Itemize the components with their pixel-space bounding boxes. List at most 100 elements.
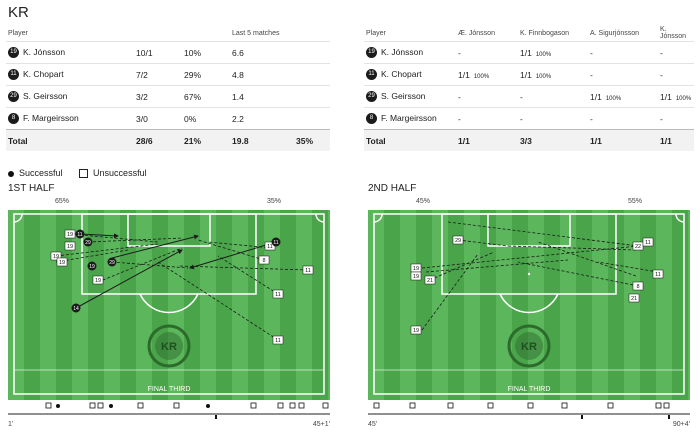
player-stats-table: Player Last 5 matches 19 K. Jónsson 10/1 … [6, 25, 330, 151]
shirt-number-badge: 11 [366, 69, 377, 81]
table-row[interactable]: 29 S. Geirsson 3/2 67% 1.4 [6, 85, 330, 108]
svg-text:11: 11 [275, 338, 281, 344]
table-row[interactable]: 11 K. Chopart 7/2 29% 4.8 [6, 63, 330, 86]
unsuccessful-pass-marker[interactable]: 11 [272, 289, 284, 299]
timeline-end: 45+1' [313, 421, 330, 428]
col-header-opponent-2: K. Finnbogason [520, 29, 570, 37]
successful-pass-marker[interactable]: 29 [107, 257, 117, 267]
timeline-2nd-half: 45' 90+4' [368, 402, 690, 428]
unsuccessful-pass-marker[interactable]: 19 [410, 271, 422, 281]
half2-title: 2ND HALF [368, 183, 417, 194]
player-cell: 29 S. Geirsson [6, 85, 134, 108]
successful-pass-marker[interactable]: 11 [271, 237, 281, 247]
shirt-number-badge: 8 [366, 113, 377, 125]
timeline-start: 45' [368, 421, 377, 428]
player-cell: 19 K. Jónsson [364, 41, 456, 64]
timeline-start: 1' [8, 421, 13, 428]
col-header-opponent-1: Æ. Jónsson [458, 29, 495, 37]
ratio-cell: 7/2 [134, 63, 182, 86]
player-name: K. Jónsson [23, 46, 66, 57]
svg-text:19: 19 [59, 260, 65, 266]
pct-cell: 0% [182, 107, 230, 130]
half1-title: 1ST HALF [8, 183, 55, 194]
unsuccessful-pass-marker[interactable]: 19 [64, 241, 76, 251]
table-row[interactable]: 29 S. Geirsson - - 1/1 100% 1/1 100% [364, 85, 694, 108]
col-header-player: Player [366, 29, 386, 37]
svg-text:22: 22 [635, 244, 641, 250]
table-header-row: Player Last 5 matches [6, 25, 330, 42]
unsuccessful-pass-marker[interactable]: 22 [632, 241, 644, 251]
unsuccessful-pass-marker[interactable]: 19 [410, 325, 422, 335]
club-logo [507, 324, 551, 368]
svg-text:29: 29 [455, 238, 461, 244]
total-pct: 21% [182, 129, 230, 151]
unsuccessful-pass-marker[interactable]: 8 [632, 281, 644, 291]
unsuccessful-pass-marker[interactable]: 29 [452, 235, 464, 245]
svg-text:29: 29 [109, 260, 115, 266]
logo-text: KR [161, 341, 177, 353]
unsuccessful-pass-marker[interactable]: 21 [424, 275, 436, 285]
ratio-cell: 3/0 [134, 107, 182, 130]
svg-text:11: 11 [275, 292, 281, 298]
total-row: Total 1/1 3/3 1/1 1/1 [364, 129, 694, 151]
team-title: KR [8, 4, 29, 21]
table-row[interactable]: 19 K. Jónsson - 1/1 100% - - [364, 41, 694, 64]
svg-text:21: 21 [427, 278, 433, 284]
unsuccessful-pass-marker[interactable]: 19 [64, 229, 76, 239]
unsuccessful-pass-marker[interactable]: 11 [272, 335, 284, 345]
unsuccessful-pass-marker[interactable]: 19 [50, 251, 62, 261]
total-label: Total [364, 129, 456, 151]
table-row[interactable]: 19 K. Jónsson 10/1 10% 6.6 [6, 41, 330, 64]
col-header-opponent-3: A. Sigurjónsson [590, 29, 640, 37]
unsuccessful-pass-marker[interactable]: 11 [642, 237, 654, 247]
svg-text:14: 14 [73, 306, 79, 312]
unsuccessful-pass-marker[interactable]: 11 [302, 265, 314, 275]
unsuccessful-pass-marker[interactable]: 19 [92, 275, 104, 285]
total-last5-pct: 35% [294, 129, 330, 151]
legend-unsuccessful: Unsuccessful [93, 168, 147, 178]
col-header-opponent-4: K. Jónsson [660, 26, 687, 40]
unsuccessful-pass-marker[interactable]: 19 [410, 263, 422, 273]
successful-pass-marker[interactable]: 19 [87, 261, 97, 271]
unsuccessful-pass-marker[interactable]: 11 [652, 269, 664, 279]
svg-text:21: 21 [631, 296, 637, 302]
svg-text:19: 19 [53, 254, 59, 260]
total-label: Total [6, 129, 134, 151]
svg-text:8: 8 [262, 258, 265, 264]
half1-right-pct: 35% [267, 198, 282, 205]
svg-text:19: 19 [95, 278, 101, 284]
last5-cell: 1.4 [230, 85, 294, 108]
successful-pass-marker[interactable]: 11 [75, 229, 85, 239]
club-logo [147, 324, 191, 368]
col-header-pct [182, 25, 230, 42]
player-cell: 11 K. Chopart [6, 63, 134, 86]
ratio-cell: 3/2 [134, 85, 182, 108]
unsuccessful-pass-marker[interactable]: 8 [258, 255, 270, 265]
unsuccessful-square-icon [79, 169, 89, 179]
logo-text: KR [521, 341, 537, 353]
shirt-number-badge: 11 [8, 69, 19, 81]
timeline-1st-half: 1' 45+1' [8, 402, 330, 428]
player-cell: 8 F. Margeirsson [364, 107, 456, 130]
table-row[interactable]: 8 F. Margeirsson 3/0 0% 2.2 [6, 107, 330, 130]
svg-text:11: 11 [645, 240, 651, 246]
svg-text:29: 29 [85, 240, 91, 246]
pct-cell: 10% [182, 41, 230, 64]
half1-left-pct: 65% [55, 198, 70, 205]
successful-pass-marker[interactable]: 14 [71, 303, 81, 313]
table-header-row: Player Æ. Jónsson K. Finnbogason A. Sigu… [364, 25, 694, 42]
zone-label: FINAL THIRD [148, 386, 191, 393]
svg-text:19: 19 [413, 274, 419, 280]
successful-pass-marker[interactable]: 29 [83, 237, 93, 247]
table-row[interactable]: 11 K. Chopart 1/1 100% 1/1 100% - - [364, 63, 694, 86]
table-row[interactable]: 8 F. Margeirsson - - - - [364, 107, 694, 130]
unsuccessful-pass-marker[interactable]: 19 [56, 257, 68, 267]
ratio-cell: 10/1 [134, 41, 182, 64]
svg-text:11: 11 [267, 244, 273, 250]
unsuccessful-pass-marker[interactable]: 21 [628, 293, 640, 303]
player-name: S. Geirsson [23, 90, 68, 101]
total-last5: 19.8 [230, 129, 294, 151]
svg-text:19: 19 [67, 244, 73, 250]
player-name: F. Margeirsson [381, 112, 437, 123]
shirt-number-badge: 19 [8, 47, 19, 59]
